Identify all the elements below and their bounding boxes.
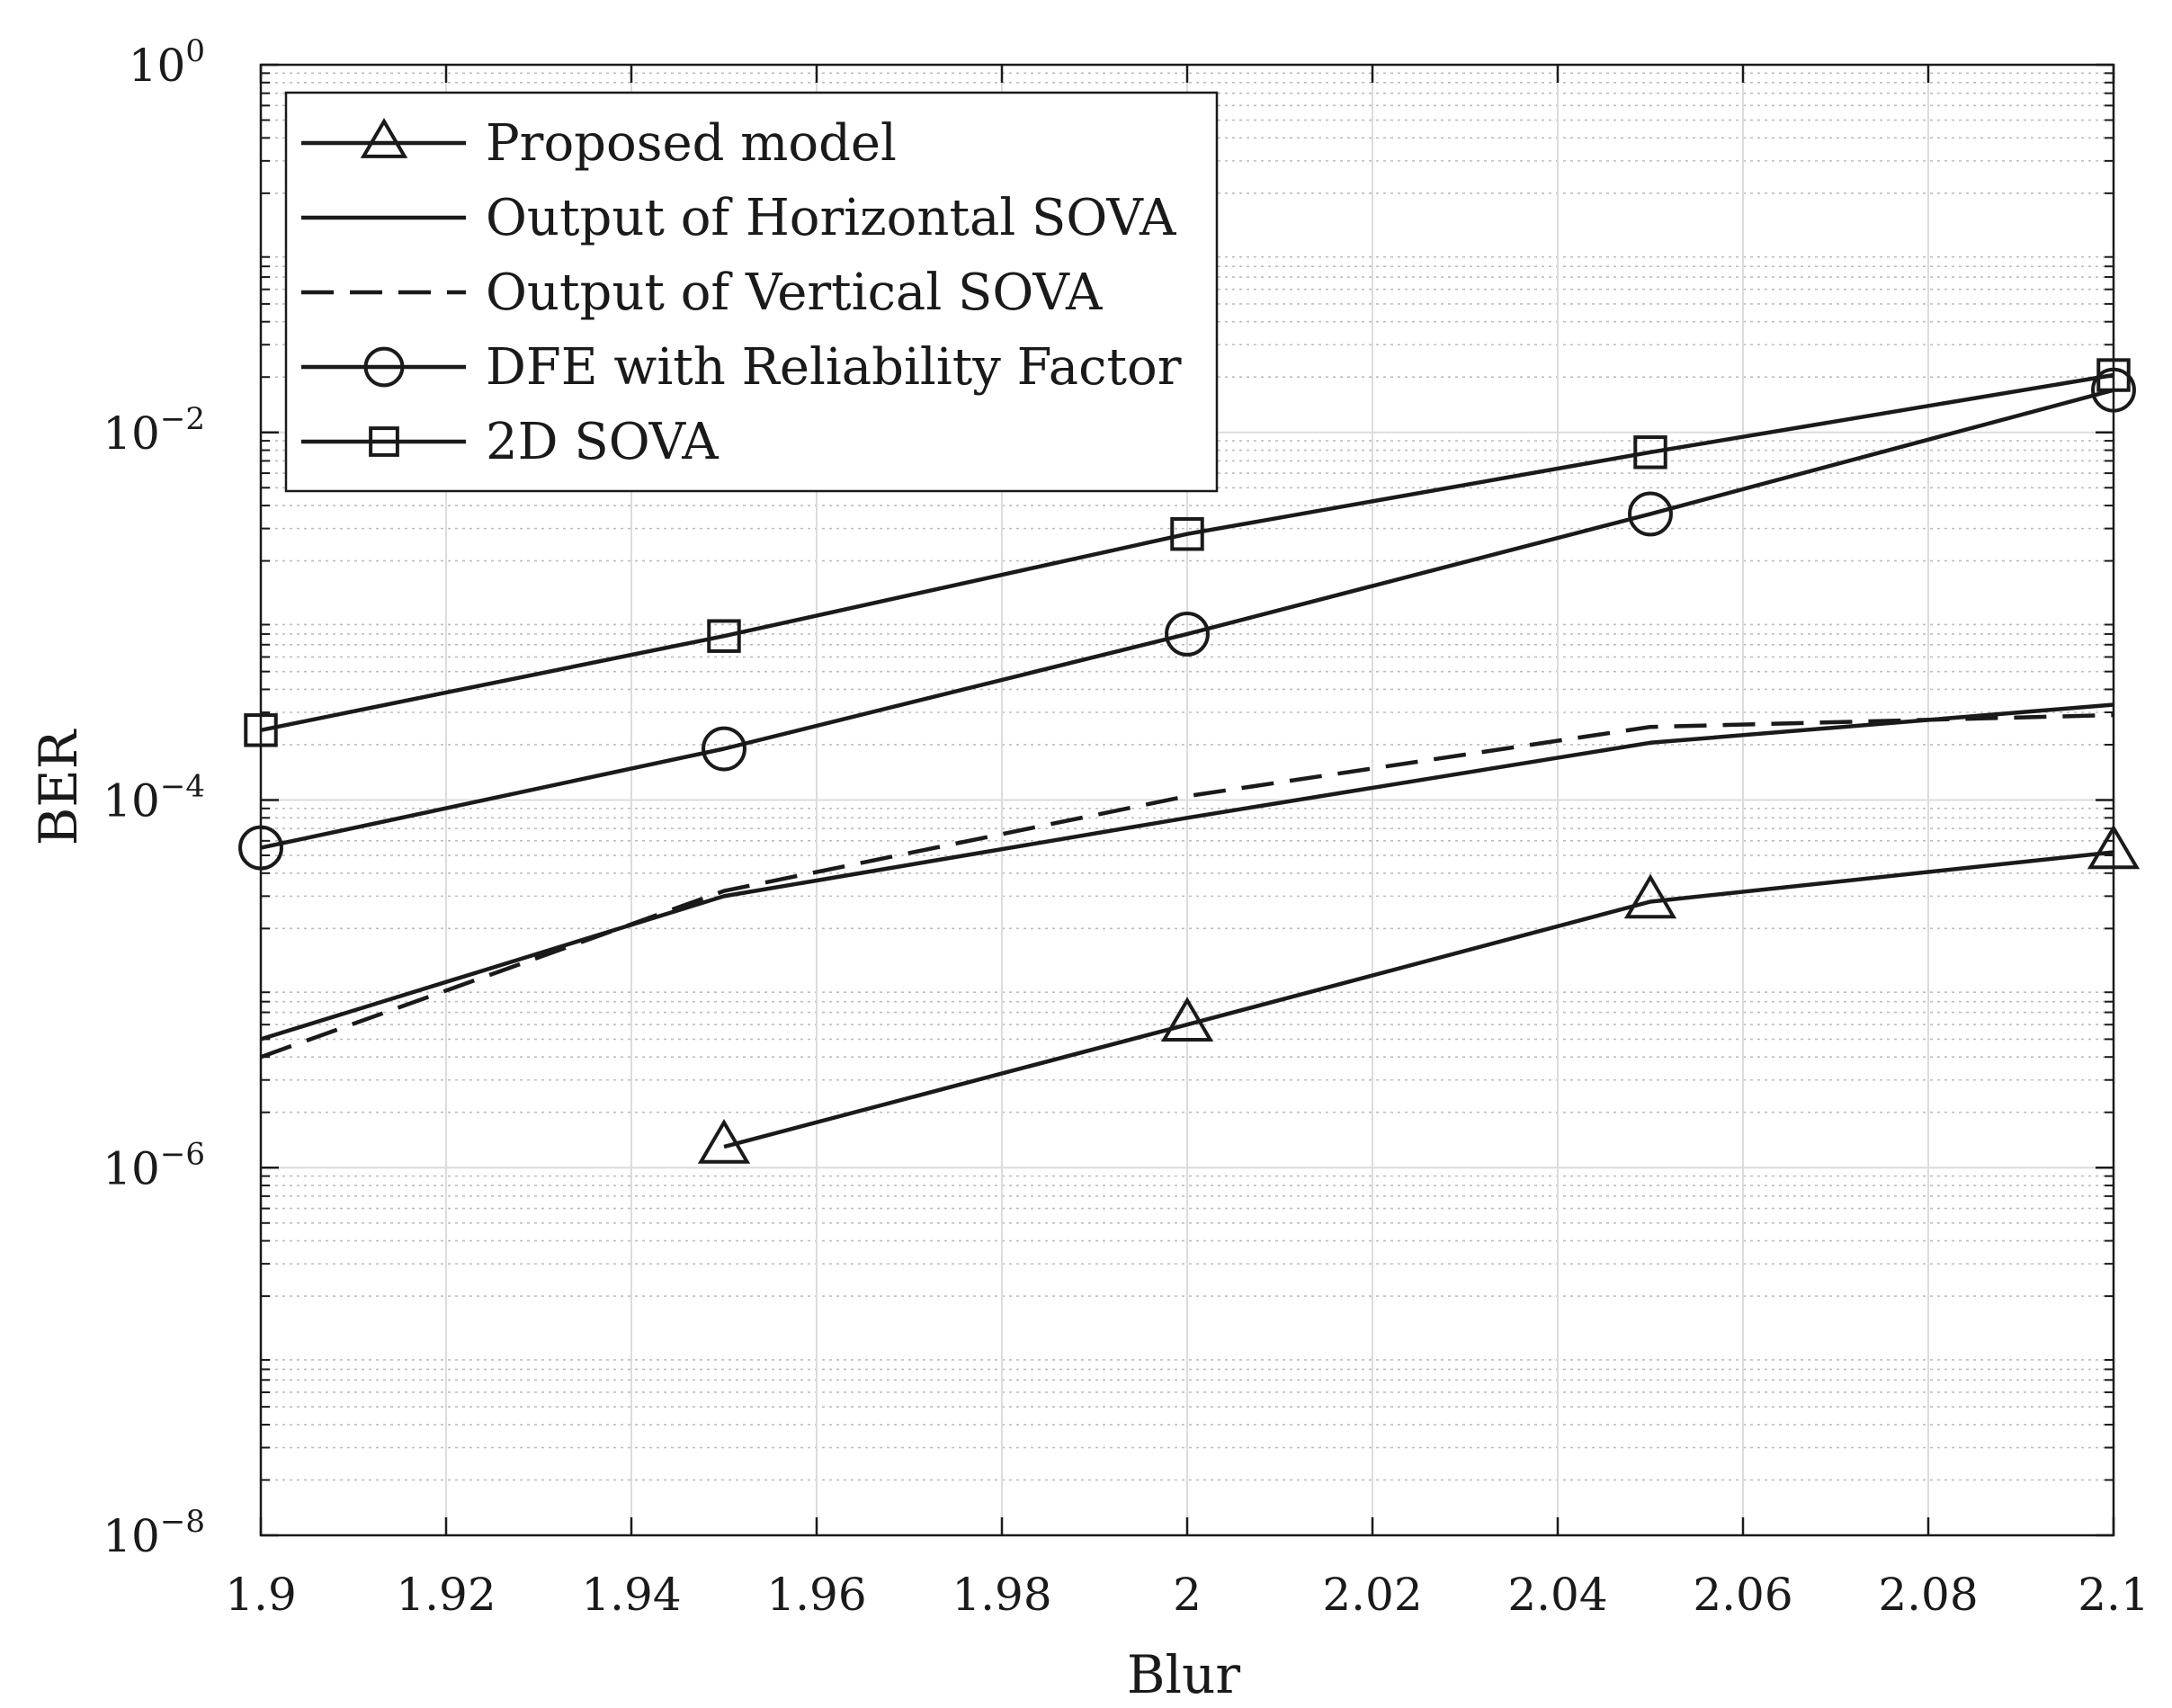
x-tick-label: 1.92 bbox=[396, 1569, 496, 1621]
square-marker bbox=[707, 619, 741, 653]
triangle-marker bbox=[1160, 997, 1214, 1042]
triangle-marker bbox=[697, 1119, 751, 1164]
legend-entry: Proposed model bbox=[301, 114, 897, 173]
legend-label: Output of Vertical SOVA bbox=[486, 264, 1103, 322]
legend-label: 2D SOVA bbox=[486, 413, 719, 471]
legend-entry: Output of Horizontal SOVA bbox=[301, 189, 1176, 247]
x-tick-label: 1.94 bbox=[581, 1569, 681, 1621]
legend-entry: 2D SOVA bbox=[301, 413, 719, 471]
series-line bbox=[260, 388, 2114, 850]
x-tick-label: 2.1 bbox=[2078, 1569, 2150, 1621]
y-tick-label: 10−4 bbox=[103, 769, 205, 827]
x-tick-label: 1.96 bbox=[766, 1569, 866, 1621]
legend-box bbox=[284, 91, 1219, 493]
y-tick-label: 10−6 bbox=[103, 1136, 205, 1194]
x-tick-label: 2.04 bbox=[1507, 1569, 1607, 1621]
circle-marker bbox=[1165, 611, 1210, 657]
y-tick-label: 100 bbox=[129, 33, 205, 92]
series-output-of-horizontal-sova bbox=[260, 702, 2114, 1042]
square-marker bbox=[1170, 516, 1204, 551]
series-proposed-model bbox=[697, 824, 2141, 1164]
x-tick-label: 1.9 bbox=[225, 1569, 297, 1621]
y-tick-label: 10−8 bbox=[103, 1504, 205, 1562]
legend-entries: Proposed model Output of Horizontal SOVA O… bbox=[301, 114, 1182, 471]
legend: Proposed model Output of Horizontal SOVA O… bbox=[284, 91, 1219, 493]
legend-label: Proposed model bbox=[486, 114, 897, 173]
square-marker bbox=[1633, 435, 1667, 469]
legend-entry: Output of Vertical SOVA bbox=[301, 264, 1103, 322]
series-line bbox=[260, 372, 2114, 733]
x-tick-label: 2 bbox=[1173, 1569, 1202, 1621]
circle-marker bbox=[363, 346, 405, 388]
x-axis-label: Blur bbox=[1127, 1644, 1241, 1705]
series-line bbox=[723, 850, 2114, 1149]
data-series bbox=[238, 358, 2141, 1164]
triangle-marker bbox=[360, 118, 408, 158]
x-tick-label: 2.08 bbox=[1878, 1569, 1978, 1621]
axis-ticks bbox=[259, 63, 2115, 1537]
square-marker bbox=[369, 426, 399, 457]
y-axis-label: BER bbox=[28, 728, 89, 845]
legend-entry: DFE with Reliability Factor bbox=[301, 338, 1182, 397]
x-tick-label: 2.06 bbox=[1693, 1569, 1792, 1621]
circle-marker bbox=[1628, 491, 1673, 537]
x-tick-label: 2.02 bbox=[1322, 1569, 1422, 1621]
y-tick-label: 10−2 bbox=[103, 401, 205, 460]
series-line bbox=[260, 702, 2114, 1042]
legend-label: DFE with Reliability Factor bbox=[486, 338, 1182, 397]
circle-marker bbox=[702, 726, 746, 772]
triangle-marker bbox=[1623, 873, 1677, 919]
x-tick-label: 1.98 bbox=[952, 1569, 1051, 1621]
axis-tick-labels: 1.9 1.92 1.94 1.96 1.98 2 2.02 2.04 2.06 2.08 2.1 1… bbox=[103, 33, 2150, 1621]
legend-label: Output of Horizontal SOVA bbox=[486, 189, 1176, 247]
